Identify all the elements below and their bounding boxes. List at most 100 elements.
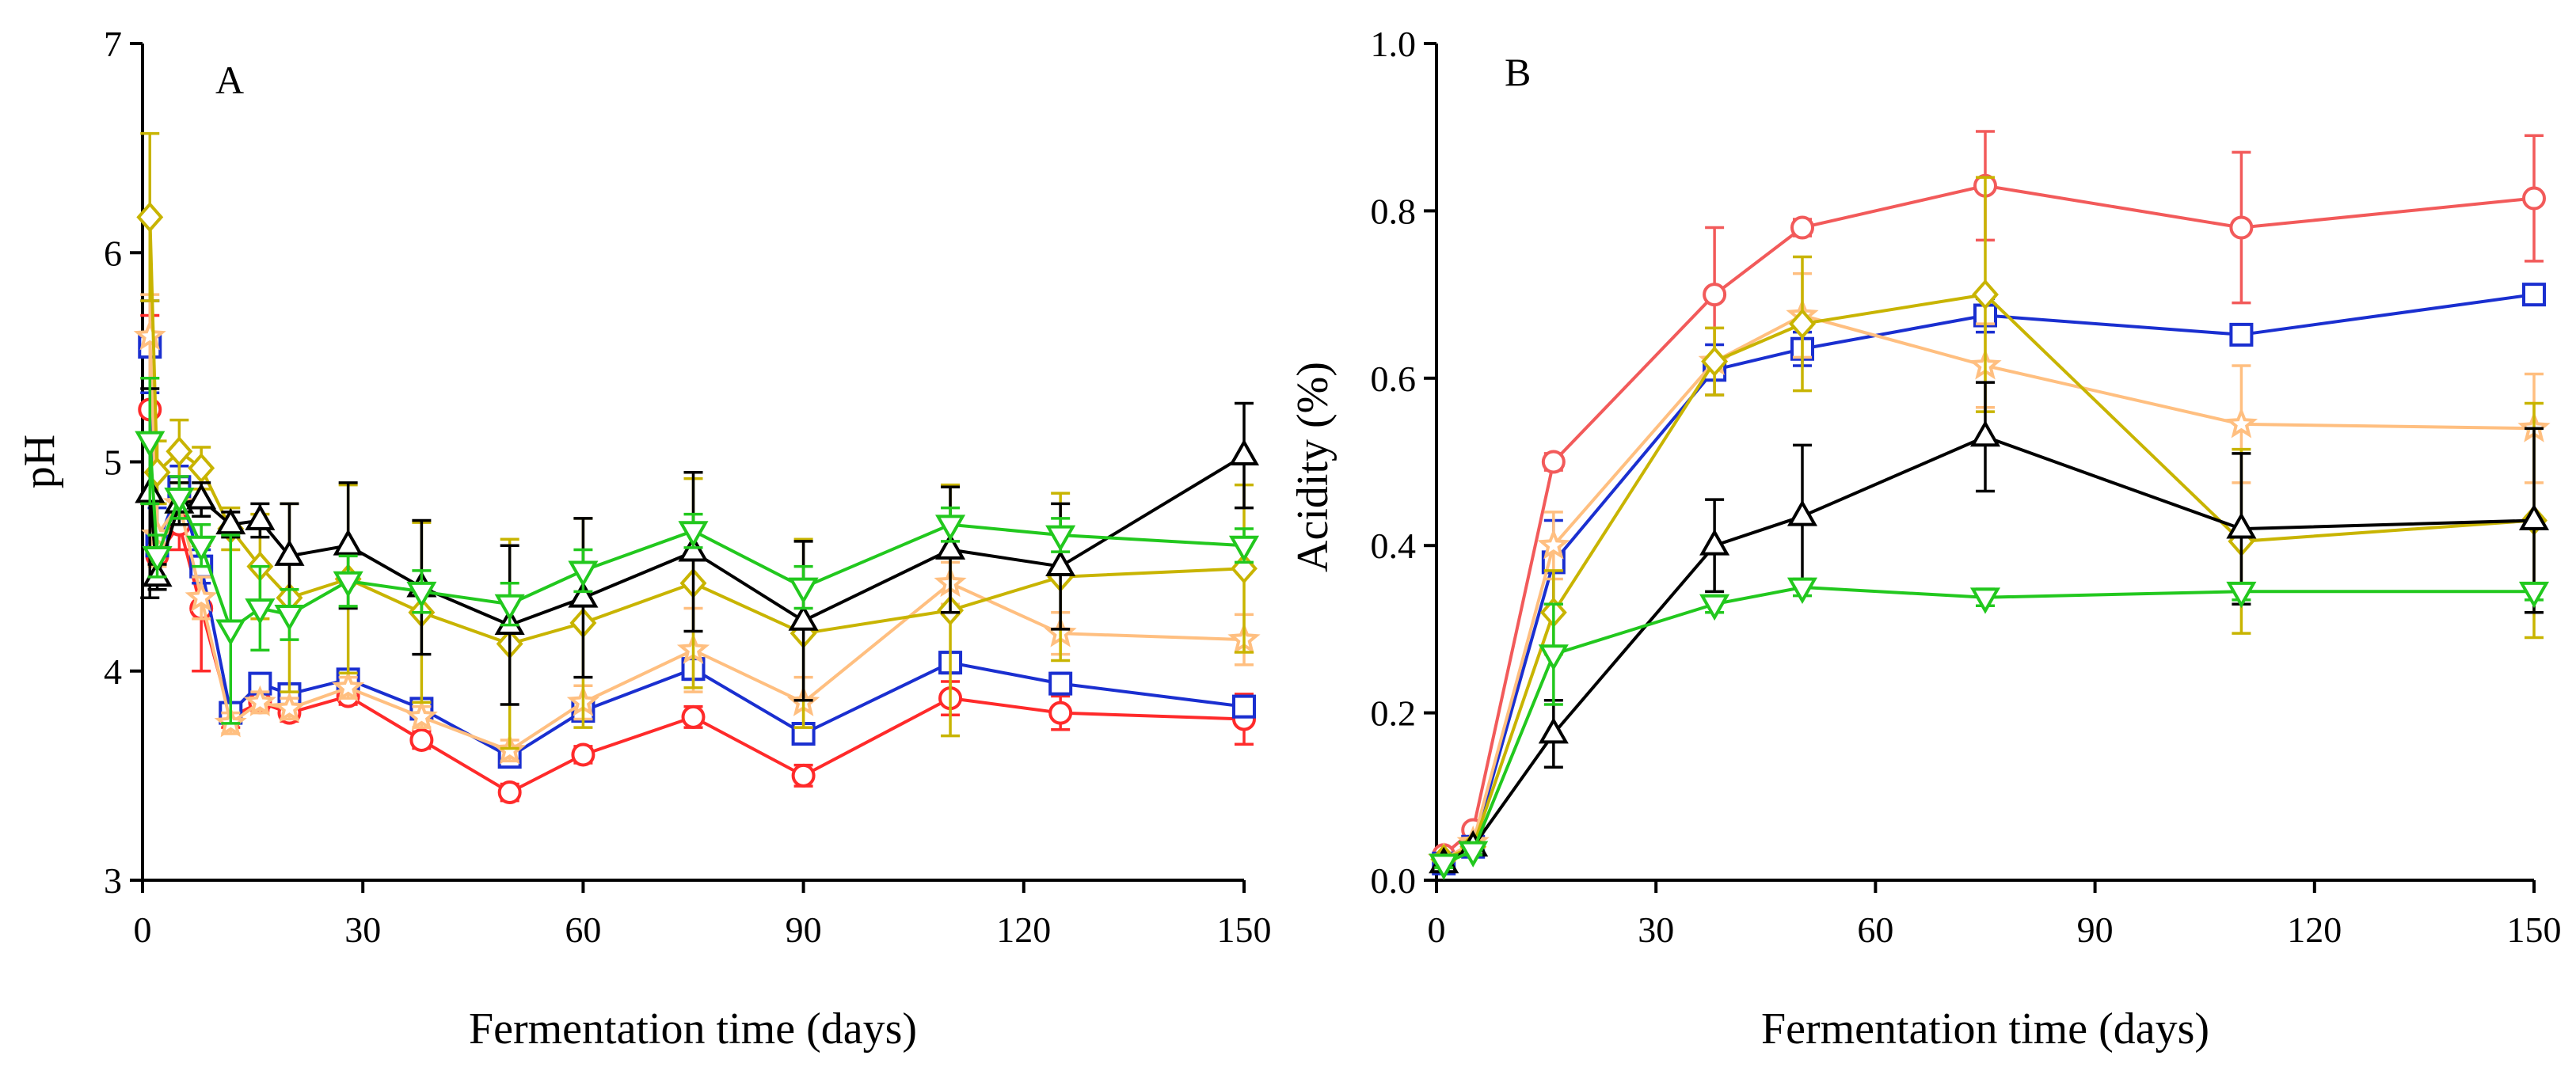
x-tick-label: 90 [786,909,822,950]
x-tick-label: 120 [996,909,1051,950]
panel-b-x-axis-title: Fermentation time (days) [1761,1004,2209,1054]
data-point-triangle-up-black [2226,512,2257,539]
panel-a-ticks: 0 30 60 90 120 150 3 4 5 6 7 [104,24,1272,950]
data-point-triangle-down-green [274,605,305,632]
data-point-triangle-up-black [1786,499,1818,526]
y-tick-label: 0.6 [1371,359,1417,399]
panel-b-plot-area [1427,130,2551,880]
series-line-star-orange [1443,313,2535,861]
series-line-star-orange [148,336,1245,753]
data-point-triangle-down-green [1786,577,1818,604]
x-tick-label: 150 [1217,909,1272,950]
x-tick-label: 120 [2287,909,2342,950]
data-point-diamond-olive [1972,279,1999,310]
y-tick-label: 0.8 [1371,191,1417,231]
data-point-star-orange [133,319,166,351]
data-point-square-blue [1232,694,1256,719]
y-tick-label: 3 [104,860,122,901]
data-point-triangle-down-green [568,560,599,587]
data-point-diamond-olive [136,202,164,233]
data-point-triangle-down-green [215,619,246,646]
y-tick-label: 0.4 [1371,526,1417,566]
panel-a-y-axis-title: pH [15,435,64,488]
data-point-circle-red [1541,450,1566,474]
data-point-square-blue [2522,283,2546,307]
series-star-orange [1427,271,2551,874]
data-point-triangle-down-green [1538,644,1569,671]
data-point-triangle-up-black [1045,549,1076,577]
data-point-triangle-up-black [568,581,599,608]
panel-a-ph-chart: A Fermentation time (days) pH 0 30 60 90 120… [15,24,1272,1054]
series-line-square-blue [148,347,1245,759]
y-tick-label: 7 [104,24,122,64]
data-point-triangle-down-green [1969,587,2001,614]
data-point-triangle-up-black [678,535,709,562]
data-point-triangle-up-black [245,503,276,530]
data-point-diamond-olive [1701,346,1729,377]
data-point-square-blue [248,671,272,696]
data-point-circle-red [2229,215,2254,240]
data-point-triangle-up-black [215,507,246,535]
x-tick-label: 60 [1857,909,1893,950]
y-tick-label: 0.2 [1371,693,1417,734]
data-point-triangle-up-black [1699,529,1730,556]
data-point-triangle-up-black [333,529,363,556]
data-point-triangle-down-green [186,535,217,563]
data-point-triangle-down-green [678,521,709,548]
data-point-triangle-down-green [2226,581,2257,609]
x-tick-label: 90 [2077,909,2114,950]
series-line-triangle-up-black [148,454,1246,627]
data-point-triangle-down-green [1045,525,1076,552]
y-tick-label: 4 [104,651,122,692]
data-point-star-orange [2224,407,2258,439]
data-point-diamond-olive [166,436,193,467]
panel-b-y-axis-title: Acidity (%) [1288,362,1337,572]
data-point-triangle-down-green [245,598,276,625]
data-point-square-blue [1048,671,1073,696]
data-point-triangle-down-green [164,488,195,515]
data-point-circle-red [791,763,816,788]
data-point-triangle-down-green [333,571,363,598]
data-point-triangle-down-green [788,577,819,604]
y-tick-label: 1.0 [1371,24,1417,64]
data-point-triangle-up-black [2518,503,2550,530]
x-tick-label: 0 [134,909,152,950]
panel-b-ticks: 0 30 60 90 120 150 0.0 0.2 0.4 0.6 0.8 1.0 [1371,24,2562,950]
panel-b-acidity-chart: B Fermentation time (days) Acidity (%) 0… [1288,24,2562,1054]
series-circle-red [1432,130,2546,868]
series-line-diamond-olive [148,217,1245,646]
data-point-triangle-down-green [142,546,173,573]
data-point-circle-red [1048,701,1073,725]
data-point-triangle-down-green [1699,594,1730,621]
data-point-triangle-up-black [788,604,819,631]
data-point-star-orange [185,580,218,612]
data-point-star-orange [272,691,306,723]
data-point-star-orange [243,685,276,716]
data-point-triangle-down-green [494,594,525,621]
x-tick-label: 0 [1428,909,1446,950]
data-point-triangle-down-green [135,431,166,458]
x-tick-label: 60 [565,909,601,950]
series-line-triangle-down-green [148,440,1245,632]
data-point-triangle-up-black [1538,717,1569,744]
series-line-triangle-down-green [1443,585,2534,865]
data-point-triangle-down-green [935,515,966,541]
data-point-triangle-up-black [935,533,966,560]
data-point-triangle-up-black [186,483,217,510]
data-point-star-orange [405,700,438,731]
series-triangle-down-green [1429,577,2550,880]
y-tick-label: 0.0 [1371,860,1417,901]
data-point-circle-red [2522,186,2546,211]
data-point-circle-red [681,704,706,729]
panel-a-x-axis-title: Fermentation time (days) [469,1004,917,1054]
data-point-diamond-olive [188,453,215,484]
data-point-star-orange [332,670,365,702]
data-point-circle-red [409,727,434,752]
y-tick-label: 5 [104,442,122,483]
data-point-triangle-down-green [1228,535,1260,563]
data-point-circle-red [1790,215,1814,240]
series-line-square-blue [1443,293,2535,865]
x-tick-label: 30 [1638,909,1674,950]
data-point-triangle-down-green [2518,581,2550,609]
